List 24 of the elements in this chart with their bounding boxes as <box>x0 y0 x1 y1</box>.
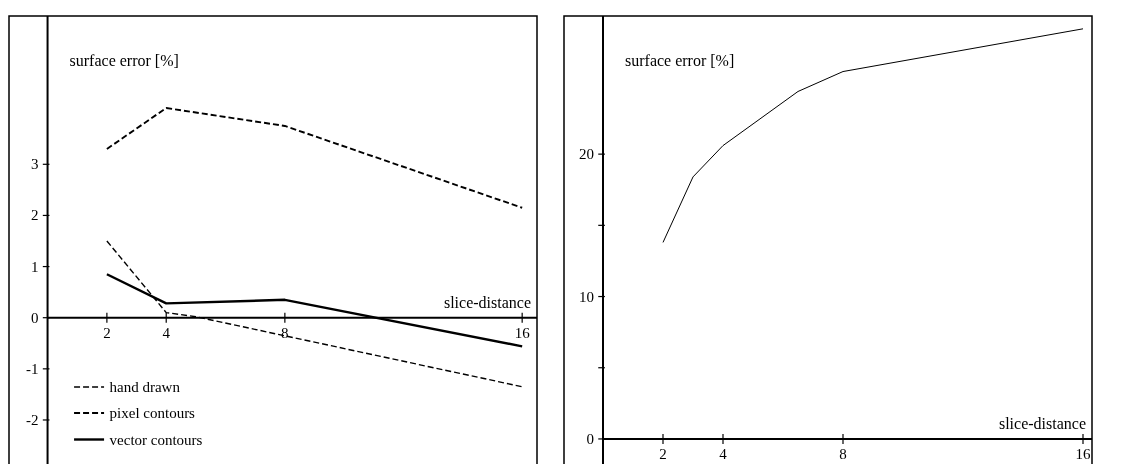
legend-label: hand drawn <box>109 379 181 395</box>
y-axis-title: surface error [%] <box>625 52 735 69</box>
x-tick-label: 2 <box>103 324 111 341</box>
y-tick-label: 10 <box>579 288 594 305</box>
x-tick-label: 16 <box>514 324 531 341</box>
y-tick-label: 0 <box>31 309 39 326</box>
x-tick-label: 2 <box>659 445 667 462</box>
y-tick-label: 3 <box>31 156 39 173</box>
y-axis-title: surface error [%] <box>69 52 179 69</box>
x-tick-label: 4 <box>719 445 728 462</box>
x-tick-label: 4 <box>162 324 171 341</box>
x-tick-label: 16 <box>1075 445 1091 462</box>
y-tick-label: 20 <box>579 146 594 163</box>
y-tick-label: 2 <box>31 207 39 224</box>
x-axis-title: slice-distance <box>998 414 1086 432</box>
y-tick-label: -1 <box>26 360 39 377</box>
legend-label: vector contours <box>109 431 203 448</box>
legend-label: pixel contours <box>109 405 196 421</box>
line-series <box>105 107 524 209</box>
y-tick-label: -2 <box>26 411 39 428</box>
x-axis-title: slice-distance <box>443 293 531 311</box>
y-tick-label: 0 <box>586 430 594 447</box>
y-tick-label: 1 <box>31 258 39 275</box>
x-tick-label: 8 <box>839 445 847 462</box>
